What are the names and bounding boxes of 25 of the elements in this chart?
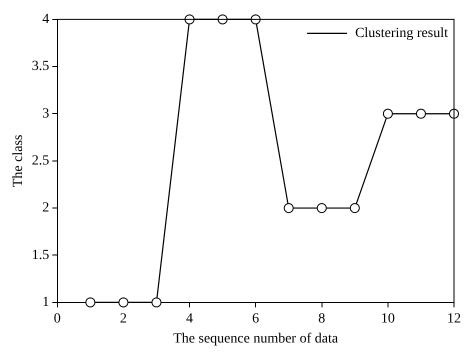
- point: [151, 297, 162, 308]
- y-tick-label: 1: [42, 295, 50, 310]
- point: [85, 297, 96, 308]
- x-tick-label: 12: [447, 311, 461, 326]
- legend-label: Clustering result: [355, 26, 448, 42]
- point: [350, 203, 360, 214]
- y-tick-label: 3: [42, 106, 50, 122]
- point: [118, 297, 128, 308]
- y-tick-label: 4: [42, 12, 50, 28]
- x-tick-label: 6: [252, 311, 260, 326]
- x-tick-label: 4: [186, 311, 194, 326]
- y-axis-title: The class: [11, 134, 26, 188]
- x-tick-label: 8: [318, 311, 326, 326]
- y-tick-label: 2.5: [32, 154, 50, 169]
- point: [316, 203, 327, 214]
- y-tick-label: 1.5: [32, 248, 50, 263]
- x-tick-label: 0: [54, 311, 61, 326]
- point: [382, 108, 393, 119]
- point: [284, 203, 294, 214]
- x-tick-label: 2: [120, 311, 127, 326]
- x-axis-title: The sequence number of data: [173, 331, 339, 346]
- point: [416, 108, 426, 119]
- y-tick-label: 2: [42, 200, 50, 216]
- y-tick-label: 3.5: [32, 59, 50, 74]
- x-tick-label: 10: [380, 311, 395, 326]
